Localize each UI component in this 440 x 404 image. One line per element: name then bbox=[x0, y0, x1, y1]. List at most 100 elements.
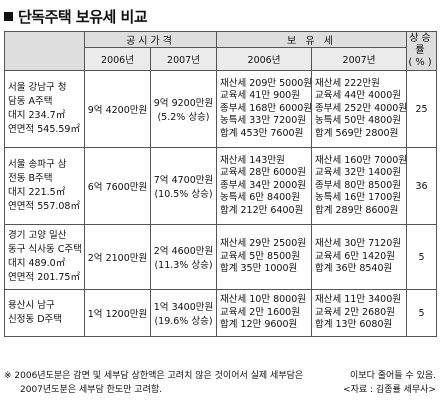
header-tax-2006: 2006년 bbox=[216, 47, 312, 71]
tax-2006-line: 재산세 10만 8000원 bbox=[220, 294, 307, 306]
tax-2007-line: 종부세 80만 8500원 bbox=[315, 179, 402, 191]
tax-2006-line: 합계 453만 7600원 bbox=[220, 127, 304, 139]
tax-2006-line: 종부세 34만 2000원 bbox=[220, 179, 307, 191]
tax-2006-line: 교육세 41만 900원 bbox=[220, 90, 300, 102]
tax-2007-line: 교육세 6만 1420원 bbox=[315, 250, 395, 262]
tax-2006-line: 농특세 33만 7200원 bbox=[220, 115, 307, 127]
property-line: 경기 고양 일산 bbox=[8, 230, 67, 241]
tax-2006-cell: 재산세 29만 2500원 교육세 5만 8500원 합계 35만 1000원 bbox=[216, 224, 312, 290]
property-line: 담동 A주택 bbox=[8, 96, 53, 107]
price-2007-line: 9억 9200만원 bbox=[153, 98, 214, 109]
header-row-1: 공시가격 보 유 세 상승률(%) bbox=[4, 31, 437, 71]
price-2007-line: (11.3% 상승) bbox=[154, 260, 213, 271]
property-line: 대지 489.0㎡ bbox=[8, 258, 66, 269]
tax-2006-line: 재산세 209만 5000원 bbox=[220, 77, 313, 89]
rate-cell: 5 bbox=[406, 224, 437, 290]
tax-2006-cell: 재산세 10만 8000원 교육세 2만 1600원 합계 12만 9600원 bbox=[216, 289, 312, 337]
tax-2007-line: 농특세 16만 1700원 bbox=[315, 192, 402, 204]
header-price-2007: 2007년 bbox=[150, 47, 217, 71]
footnote-source: <자료 : 김종률 세무사> bbox=[343, 385, 436, 395]
property-line: 서울 강남구 청 bbox=[8, 82, 67, 93]
price-2007-line: 1억 3400만원 bbox=[153, 302, 214, 313]
tax-2006-line: 교육세 2만 1600원 bbox=[220, 306, 300, 318]
price-2006-cell: 6억 7600만원 bbox=[84, 147, 151, 225]
title-square-icon bbox=[4, 11, 13, 21]
header-blank bbox=[4, 31, 85, 71]
property-line: 연면적 545.59㎡ bbox=[8, 124, 80, 135]
footnote-line-2: 2007년도분은 세부담 한도만 고려함. bbox=[20, 385, 162, 395]
table-row: 용산시 남구 신정동 D주택 1억 1200만원 1억 3400만원 (19.6% 상승… bbox=[4, 289, 437, 337]
tax-2007-lines: 재산세 160만 7000원 교육세 32만 1400원 종부세 80만 8500원… bbox=[315, 154, 408, 218]
price-2007-cell: 2억 4600만원 (11.3% 상승) bbox=[150, 224, 217, 290]
property-line: 동구 식사동 C주택 bbox=[8, 244, 82, 255]
price-2007-cell: 9억 9200만원 (5.2% 상승) bbox=[150, 70, 217, 148]
tax-2007-line: 재산세 222만원 bbox=[315, 77, 380, 89]
tax-2006-line: 종부세 168만 6000원 bbox=[220, 102, 313, 114]
tax-2006-lines: 재산세 209만 5000원 교육세 41만 900원 종부세 168만 6000원… bbox=[220, 77, 313, 141]
tax-2006-line: 농특세 6만 8400원 bbox=[220, 192, 300, 204]
price-2007-line: 7억 4700만원 bbox=[153, 175, 214, 186]
header-official-price: 공시가격 bbox=[84, 31, 217, 48]
tax-2007-line: 재산세 30만 7120원 bbox=[315, 238, 402, 250]
property-line: 전동 B주택 bbox=[8, 173, 53, 184]
price-2006-cell: 9억 4200만원 bbox=[84, 70, 151, 148]
page-title: 단독주택 보유세 비교 bbox=[18, 7, 148, 26]
header-rate: 상승률(%) bbox=[406, 31, 437, 71]
tax-2007-lines: 재산세 11만 3400원 교육세 2만 2680원 합계 13만 6080원 bbox=[315, 294, 403, 332]
property-lines: 경기 고양 일산 동구 식사동 C주택 대지 489.0㎡ 연면적 201.75㎡ bbox=[8, 229, 84, 285]
property-line: 대지 234.7㎡ bbox=[8, 110, 66, 121]
property-line: 신정동 D주택 bbox=[8, 314, 63, 325]
tax-2006-line: 재산세 29만 2500원 bbox=[220, 238, 307, 250]
property-line: 대지 221.5㎡ bbox=[8, 187, 66, 198]
property-line: 용산시 남구 bbox=[8, 300, 55, 311]
price-2006-cell: 2억 2100만원 bbox=[84, 224, 151, 290]
tax-2007-cell: 재산세 160만 7000원 교육세 32만 1400원 종부세 80만 8500원… bbox=[311, 147, 408, 225]
price-2007-lines: 9억 9200만원 (5.2% 상승) bbox=[151, 95, 216, 123]
price-2007-line: (5.2% 상승) bbox=[157, 112, 210, 123]
tax-2007-line: 교육세 32만 1400원 bbox=[315, 167, 402, 179]
price-2007-cell: 1억 3400만원 (19.6% 상승) bbox=[150, 289, 217, 337]
price-2007-lines: 2억 4600만원 (11.3% 상승) bbox=[151, 243, 216, 271]
tax-2007-line: 합계 36만 8540원 bbox=[315, 263, 393, 275]
tax-2007-line: 종부세 252만 4000원 bbox=[315, 102, 408, 114]
rate-cell: 36 bbox=[406, 147, 437, 225]
tax-2006-line: 합계 35만 1000원 bbox=[220, 263, 298, 275]
tax-2007-lines: 재산세 222만원 교육세 44만 4000원 종부세 252만 4000원 농특세 … bbox=[315, 77, 408, 141]
table-row: 경기 고양 일산 동구 식사동 C주택 대지 489.0㎡ 연면적 201.75㎡ 2억… bbox=[4, 224, 437, 290]
property-line: 서울 송파구 삼 bbox=[8, 159, 67, 170]
tax-2007-lines: 재산세 30만 7120원 교육세 6만 1420원 합계 36만 8540원 bbox=[315, 238, 403, 276]
price-2007-lines: 7억 4700만원 (10.5% 상승) bbox=[151, 172, 216, 200]
tax-2007-line: 합계 289만 8600원 bbox=[315, 204, 399, 216]
footnote: ※ 2006년도분은 감면 및 세부담 상한액은 고려치 않은 것이어서 실제 … bbox=[4, 369, 436, 397]
tax-2007-line: 교육세 2만 2680원 bbox=[315, 306, 395, 318]
tax-2006-cell: 재산세 143만원 교육세 28만 6000원 종부세 34만 2000원 농특세 6… bbox=[216, 147, 312, 225]
tax-2006-line: 교육세 5만 8500원 bbox=[220, 250, 300, 262]
tax-2007-line: 재산세 160만 7000원 bbox=[315, 154, 408, 166]
property-cell: 경기 고양 일산 동구 식사동 C주택 대지 489.0㎡ 연면적 201.75㎡ bbox=[4, 224, 85, 290]
tax-2007-line: 교육세 44만 4000원 bbox=[315, 90, 402, 102]
tax-2006-line: 합계 212만 6400원 bbox=[220, 204, 304, 216]
price-2007-line: 2억 4600만원 bbox=[153, 246, 214, 257]
title-bar: 단독주택 보유세 비교 bbox=[4, 5, 148, 27]
tax-2006-line: 합계 12만 9600원 bbox=[220, 319, 298, 331]
property-cell: 서울 송파구 삼 전동 B주택 대지 221.5㎡ 연면적 557.08㎡ bbox=[4, 147, 85, 225]
price-2007-line: (10.5% 상승) bbox=[154, 189, 213, 200]
footnote-line-1-right: 이보다 줄어들 수 있음. bbox=[350, 371, 436, 381]
rate-cell: 5 bbox=[406, 289, 437, 337]
tax-2006-lines: 재산세 143만원 교육세 28만 6000원 종부세 34만 2000원 농특세 6… bbox=[220, 155, 308, 218]
tax-2007-line: 합계 569만 2800원 bbox=[315, 127, 399, 139]
comparison-table: 공시가격 보 유 세 상승률(%) 2006년 2007년 2006년 2007… bbox=[4, 31, 437, 337]
footnote-line-1: ※ 2006년도분은 감면 및 세부담 상한액은 고려치 않은 것이어서 실제 … bbox=[4, 371, 304, 381]
price-2007-lines: 1억 3400만원 (19.6% 상승) bbox=[151, 299, 216, 327]
header-tax-2007: 2007년 bbox=[311, 47, 407, 71]
price-2006-cell: 1억 1200만원 bbox=[84, 289, 151, 337]
tax-2006-lines: 재산세 10만 8000원 교육세 2만 1600원 합계 12만 9600원 bbox=[220, 294, 308, 332]
rate-cell: 25 bbox=[406, 70, 437, 148]
tax-2007-cell: 재산세 30만 7120원 교육세 6만 1420원 합계 36만 8540원 bbox=[311, 224, 407, 290]
tax-2006-lines: 재산세 29만 2500원 교육세 5만 8500원 합계 35만 1000원 bbox=[220, 238, 308, 276]
price-2007-line: (19.6% 상승) bbox=[154, 316, 213, 327]
table-row: 서울 송파구 삼 전동 B주택 대지 221.5㎡ 연면적 557.08㎡ 6억 760… bbox=[4, 147, 437, 225]
